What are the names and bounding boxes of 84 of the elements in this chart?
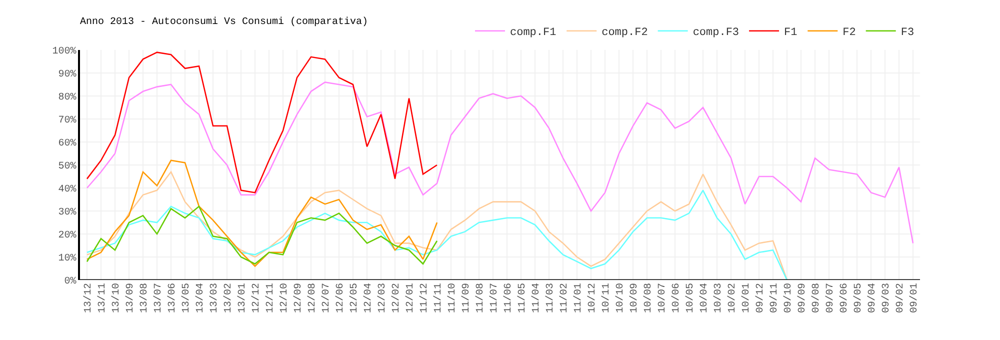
x-tick-label: 12/02 [390, 283, 402, 314]
x-tick-label: 11/04 [530, 283, 542, 314]
x-tick-label: 10/07 [656, 283, 668, 314]
x-tick-label: 09/04 [866, 283, 878, 314]
x-tick-label: 12/08 [306, 283, 318, 314]
legend-label: F3 [900, 27, 914, 40]
x-tick-label: 11/01 [572, 283, 584, 314]
line-series [86, 171, 788, 280]
x-tick-label: 12/03 [376, 283, 388, 314]
x-tick-label: 10/08 [642, 283, 654, 314]
x-tick-label: 12/04 [362, 283, 374, 314]
y-tick-label: 40% [58, 184, 76, 196]
x-tick-label: 09/09 [796, 283, 808, 314]
y-tick-label: 10% [58, 254, 76, 264]
y-tick-label: 80% [58, 92, 76, 104]
x-tick-label: 12/10 [278, 283, 290, 314]
x-tick-label: 13/06 [166, 283, 178, 314]
legend-label: comp.F2 [602, 27, 648, 40]
x-tick-label: 12/06 [334, 283, 346, 314]
x-tick-label: 13/03 [208, 283, 220, 314]
y-tick-label: 50% [58, 162, 76, 172]
x-tick-label: 11/09 [460, 283, 472, 314]
x-tick-label: 09/07 [824, 283, 836, 314]
y-tick-label: 60% [58, 138, 76, 150]
x-tick-label: 12/11 [264, 283, 276, 314]
x-tick-label: 09/02 [894, 283, 906, 314]
y-tick-label: 70% [58, 116, 76, 126]
legend-label: F2 [842, 27, 856, 40]
y-tick-label: 0% [64, 276, 76, 288]
x-tick-label: 09/12 [754, 283, 766, 314]
y-tick-label: 90% [58, 70, 76, 80]
x-tick-label: 09/10 [782, 283, 794, 314]
y-tick-label: 20% [58, 230, 76, 242]
x-tick-label: 12/05 [348, 283, 360, 314]
x-tick-label: 13/05 [180, 283, 192, 314]
x-tick-label: 12/09 [292, 283, 304, 314]
x-tick-label: 09/08 [810, 283, 822, 314]
x-tick-label: 09/11 [768, 283, 780, 314]
x-tick-label: 13/09 [124, 283, 136, 314]
x-tick-label: 10/11 [600, 283, 612, 314]
x-tick-label: 10/05 [684, 283, 696, 314]
x-tick-label: 13/08 [138, 283, 150, 314]
x-tick-label: 12/12 [250, 283, 262, 314]
x-tick-label: 11/07 [488, 283, 500, 314]
legend-label: comp.F3 [692, 27, 740, 40]
x-tick-label: 12/07 [320, 283, 332, 314]
x-tick-label: 13/11 [96, 283, 108, 314]
y-tick-label: 30% [58, 208, 76, 218]
x-tick-label: 11/08 [474, 283, 486, 314]
x-tick-label: 09/06 [838, 283, 850, 314]
x-tick-label: 10/09 [628, 283, 640, 314]
x-tick-label: 13/12 [82, 283, 94, 314]
x-tick-label: 11/03 [544, 283, 556, 314]
line-series [86, 190, 788, 280]
line-series [86, 160, 438, 267]
chart-title: Anno 2013 - Autoconsumi Vs Consumi (comparativa) [80, 16, 368, 28]
x-tick-label: 10/03 [712, 283, 724, 314]
x-tick-label: 09/03 [880, 283, 892, 314]
legend-label: comp.F1 [510, 27, 557, 40]
x-tick-label: 11/02 [558, 283, 570, 314]
x-tick-label: 10/02 [726, 283, 738, 314]
x-tick-label: 13/04 [194, 283, 206, 314]
x-tick-label: 09/05 [852, 283, 864, 314]
x-tick-label: 12/01 [404, 283, 416, 314]
x-tick-label: 11/12 [418, 283, 430, 314]
x-tick-label: 10/04 [698, 283, 710, 314]
x-tick-label: 13/01 [236, 283, 248, 314]
legend-label: F1 [784, 27, 798, 40]
x-tick-label: 11/11 [432, 283, 444, 314]
x-tick-label: 13/02 [222, 283, 234, 314]
x-tick-label: 10/12 [586, 283, 598, 314]
x-tick-label: 13/10 [110, 283, 122, 314]
line-series [86, 82, 914, 244]
x-tick-label: 13/07 [152, 283, 164, 314]
line-series [86, 206, 438, 265]
x-tick-label: 10/01 [740, 283, 752, 314]
y-tick-label: 100% [52, 46, 76, 58]
x-tick-label: 10/06 [670, 283, 682, 314]
line-series [86, 52, 438, 194]
x-tick-label: 10/10 [614, 283, 626, 314]
x-tick-label: 11/10 [446, 283, 458, 314]
x-tick-label: 09/01 [908, 283, 920, 314]
x-tick-label: 11/06 [502, 283, 514, 314]
x-tick-label: 11/05 [516, 283, 528, 314]
